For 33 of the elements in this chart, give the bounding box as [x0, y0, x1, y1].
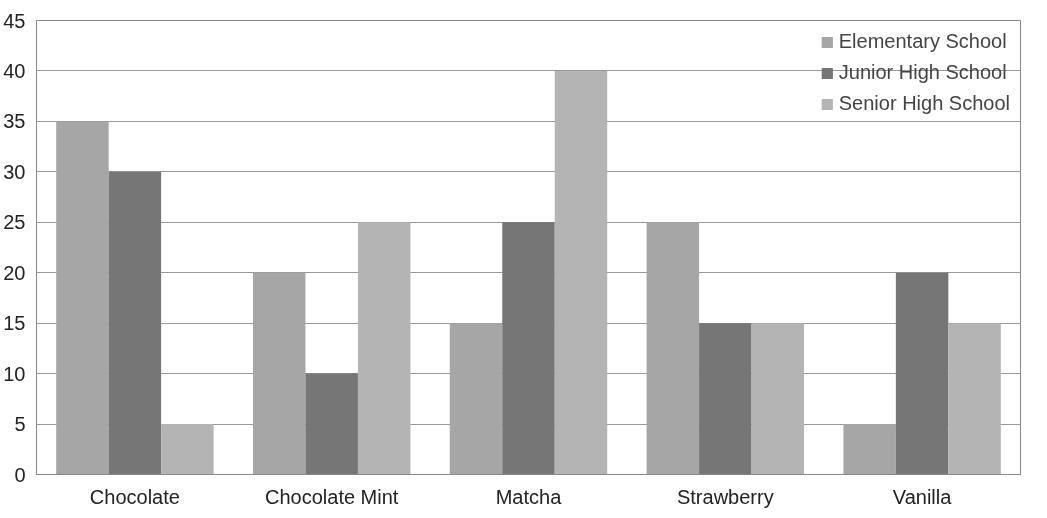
legend-label: Elementary School	[838, 30, 1007, 53]
x-tick-label: Chocolate Mint	[265, 485, 399, 508]
y-tick-label: 30	[3, 160, 26, 183]
y-tick-label: 40	[3, 59, 26, 82]
y-tick-label: 25	[3, 211, 26, 234]
bar	[56, 121, 109, 475]
x-tick-label: Matcha	[495, 485, 563, 508]
y-tick-label: 5	[14, 413, 26, 436]
bar	[161, 424, 214, 475]
legend-label: Junior High School	[838, 61, 1007, 84]
bar	[108, 171, 162, 475]
x-tick-label: Chocolate	[89, 485, 180, 508]
bar	[895, 272, 949, 475]
bar	[646, 222, 700, 475]
x-tick-label: Vanilla	[892, 485, 953, 508]
y-tick-label: 20	[3, 261, 26, 284]
y-tick-label: 10	[3, 362, 26, 385]
y-tick-label: 35	[3, 110, 26, 133]
bar	[751, 323, 805, 475]
x-tick-label: Strawberry	[676, 485, 774, 508]
bar	[449, 323, 503, 475]
y-tick-label: 15	[3, 312, 26, 335]
bar	[305, 373, 358, 475]
bar	[948, 323, 1001, 475]
y-tick-label: 0	[14, 463, 26, 486]
bar	[843, 424, 896, 475]
bar	[357, 222, 411, 475]
bar	[502, 222, 555, 475]
bar	[554, 70, 608, 475]
y-tick-label: 45	[3, 9, 26, 32]
legend-label: Senior High School	[838, 92, 1010, 115]
bar	[699, 323, 752, 475]
bar	[252, 272, 306, 475]
